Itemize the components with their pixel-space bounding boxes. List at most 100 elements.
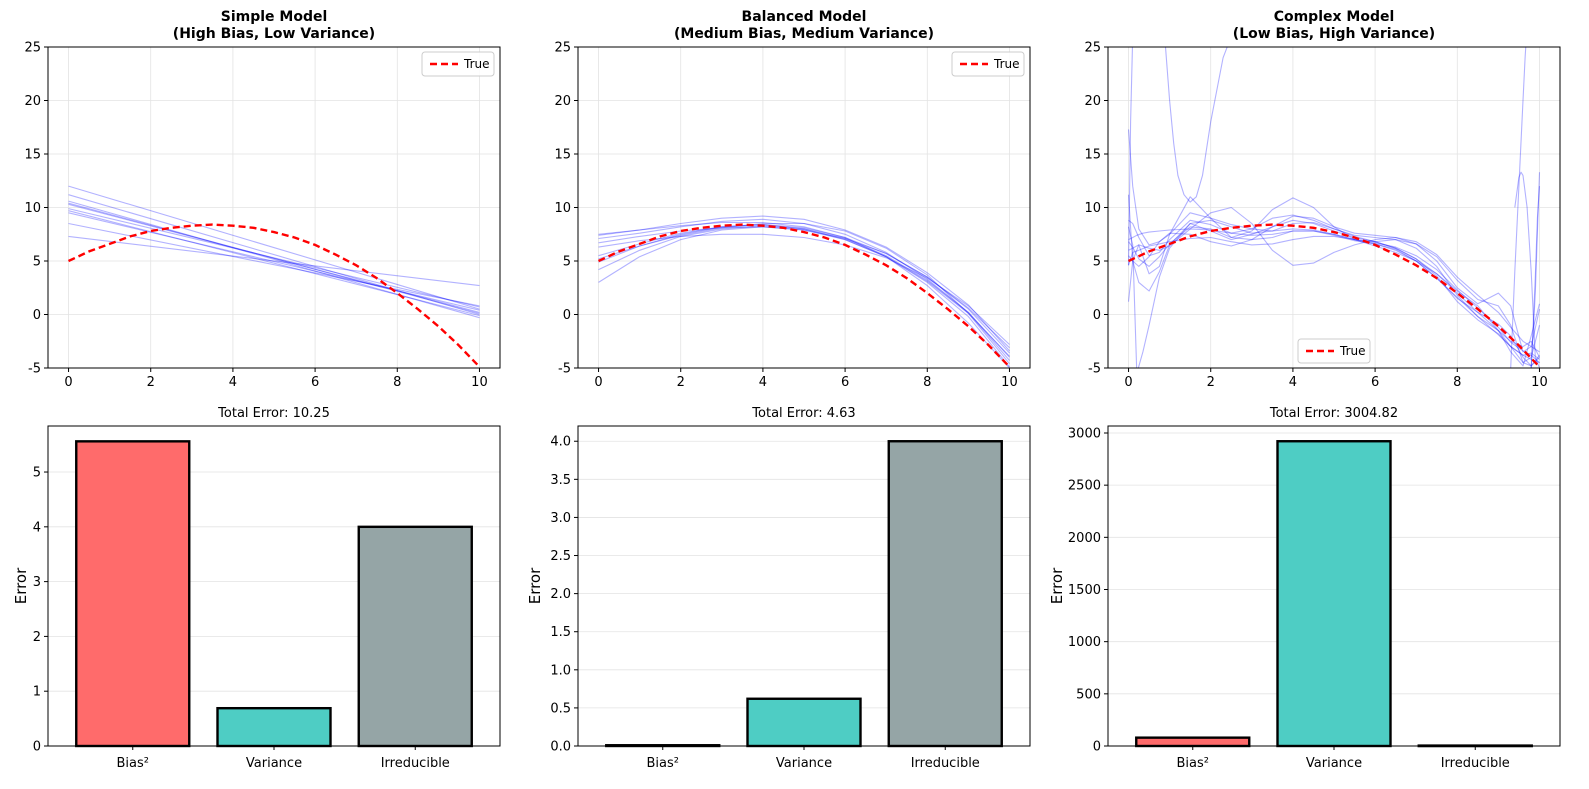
y-tick-label: 3000 — [1068, 426, 1101, 441]
fit-line-4 — [1127, 194, 1540, 360]
y-tick-label: 1.0 — [550, 663, 571, 678]
subplot-title-line-2: (High Bias, Low Variance) — [173, 26, 375, 42]
fit-line-10 — [1128, 228, 1540, 364]
y-tick-label: 0 — [563, 308, 571, 323]
fit-line-5 — [598, 224, 1010, 357]
fit-line-3 — [1128, 214, 1540, 358]
fit-line-9 — [68, 235, 480, 287]
bar-irreducible — [887, 440, 1003, 748]
y-tick-label: 0 — [33, 308, 41, 323]
x-tick-label: 4 — [229, 375, 237, 390]
subplot-title-line-2: (Medium Bias, Medium Variance) — [674, 26, 934, 42]
x-tick-label: 6 — [841, 375, 849, 390]
legend-label: True — [463, 57, 490, 71]
y-tick-label: 20 — [24, 94, 41, 109]
y-tick-label: 15 — [1084, 148, 1101, 163]
y-tick-label: -5 — [558, 362, 571, 377]
y-axis-label: Error — [1048, 567, 1066, 604]
y-tick-label: 3.5 — [550, 473, 571, 488]
x-tick-label: 10 — [471, 375, 488, 390]
subplot-title: Balanced Model — [742, 9, 867, 25]
fit-line-4 — [598, 233, 1010, 345]
fit-line-8 — [598, 226, 1010, 368]
x-tick-label: 10 — [1001, 375, 1018, 390]
fit-line-9 — [1127, 219, 1540, 368]
y-tick-label: 5 — [33, 255, 41, 270]
x-tick-label: 2 — [677, 375, 685, 390]
fit-line-13 — [1510, 47, 1527, 368]
y-tick-label: 10 — [1084, 201, 1101, 216]
x-tick-label: 8 — [923, 375, 931, 390]
fit-line-1 — [68, 185, 480, 310]
legend: True — [421, 51, 495, 77]
x-tick-label: 6 — [1371, 375, 1379, 390]
x-tick-label: 4 — [759, 375, 767, 390]
y-tick-label: 3 — [33, 575, 41, 590]
fit-line-6 — [68, 210, 480, 317]
true-curve — [597, 223, 1011, 368]
fit-line-2 — [598, 218, 1010, 358]
fit-line-7 — [68, 212, 480, 311]
x-tick-label: 8 — [393, 375, 401, 390]
y-tick-label: 1000 — [1068, 635, 1101, 650]
y-tick-label: 1.5 — [550, 625, 571, 640]
category-label: Bias² — [1177, 756, 1209, 771]
fit-line-3 — [68, 200, 480, 319]
fit-line-2 — [68, 194, 480, 316]
fit-line-12 — [1164, 47, 1228, 203]
category-label: Irreducible — [911, 756, 980, 771]
fit-line-1 — [598, 215, 1010, 352]
x-tick-label: 0 — [594, 375, 602, 390]
x-tick-label: 4 — [1289, 375, 1297, 390]
category-label: Bias² — [117, 756, 149, 771]
x-tick-label: 0 — [1124, 375, 1132, 390]
x-tick-label: 6 — [311, 375, 319, 390]
y-tick-label: 0.0 — [550, 740, 571, 755]
bar-variance — [216, 706, 332, 748]
subplot-2: 0 2 4 6 8 10 -5 0 5 10 15 20 25 Balanced Model(Medium… — [554, 9, 1031, 390]
fit-line-1 — [1127, 129, 1541, 367]
x-tick-label: 0 — [64, 375, 72, 390]
y-tick-label: 25 — [1084, 41, 1101, 56]
fit-line-7 — [1128, 215, 1541, 364]
fit-line-2 — [1127, 196, 1541, 353]
subplot-1: 0 2 4 6 8 10 -5 0 5 10 15 20 25 Simple Model(High Bia… — [24, 9, 501, 390]
y-tick-label: 20 — [1084, 94, 1101, 109]
category-label: Irreducible — [1441, 756, 1510, 771]
legend-label: True — [993, 57, 1020, 71]
bar-irreducible — [357, 525, 473, 748]
legend: True — [951, 51, 1025, 77]
y-tick-label: 2.5 — [550, 549, 571, 564]
bar-variance — [746, 697, 862, 748]
y-tick-label: 25 — [24, 41, 41, 56]
category-label: Variance — [246, 756, 302, 771]
fit-line-11 — [1127, 47, 1145, 266]
fit-line-10 — [68, 202, 480, 314]
x-tick-label: 10 — [1531, 375, 1548, 390]
subplot-4: Bias² Variance Irreducible 0 1 2 3 4 5 Total Erro… — [12, 406, 501, 771]
y-tick-label: 15 — [554, 148, 571, 163]
category-label: Irreducible — [381, 756, 450, 771]
y-tick-label: 4 — [33, 520, 41, 535]
fit-line-7 — [598, 225, 1010, 361]
fit-line-9 — [598, 221, 1010, 368]
total-error-title: Total Error: 4.63 — [751, 406, 855, 421]
bar-bias — [1135, 736, 1251, 748]
y-tick-label: 5 — [33, 466, 41, 481]
y-tick-label: 500 — [1076, 687, 1101, 702]
y-tick-label: -5 — [28, 362, 41, 377]
y-tick-label: 5 — [563, 255, 571, 270]
fit-line-15 — [1530, 172, 1541, 368]
legend-label: True — [1339, 344, 1366, 358]
y-tick-label: 10 — [554, 201, 571, 216]
subplot-6: Bias² Variance Irreducible 0 500 1000 1500 2000… — [1048, 406, 1561, 771]
y-tick-label: 0 — [1093, 308, 1101, 323]
fit-line-5 — [68, 208, 480, 308]
total-error-title: Total Error: 3004.82 — [1269, 406, 1398, 421]
subplot-3: 0 2 4 6 8 10 -5 0 5 10 15 20 25 Complex Model(Low Bia… — [1084, 9, 1561, 390]
true-curve — [67, 223, 481, 368]
x-tick-label: 2 — [1207, 375, 1215, 390]
y-tick-label: -5 — [1088, 362, 1101, 377]
bar-variance — [1276, 440, 1392, 748]
category-label: Variance — [776, 756, 832, 771]
